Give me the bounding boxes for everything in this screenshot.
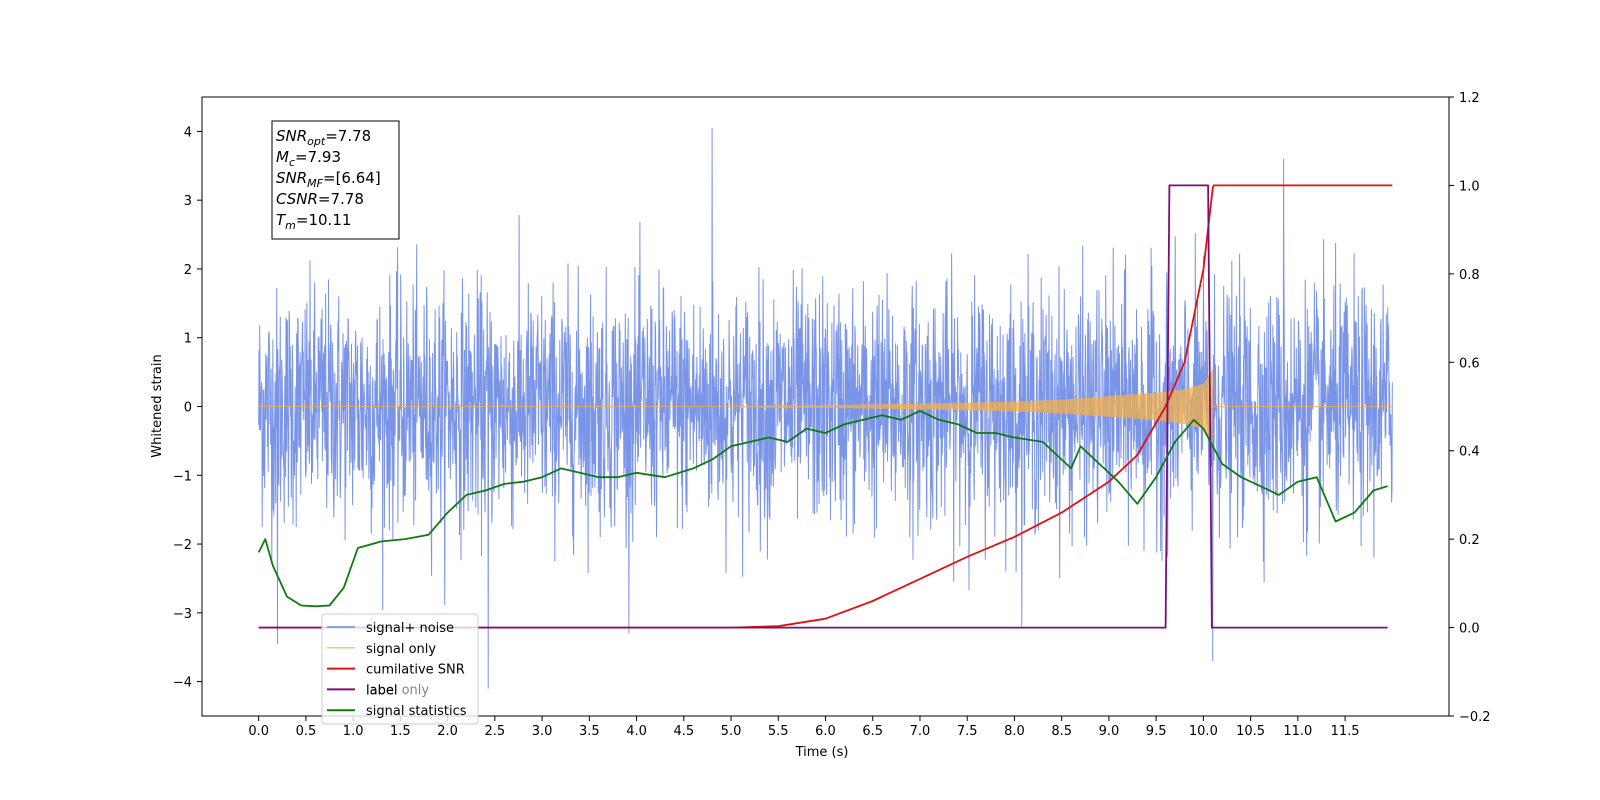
x-tick-label: 6.0	[815, 724, 836, 739]
x-tick-label: 7.5	[957, 724, 978, 739]
y-tick-label: −2	[173, 538, 192, 553]
legend-label: signal statistics	[366, 704, 467, 719]
info-line: Mc=7.93	[276, 148, 341, 169]
x-tick-label: 0.5	[296, 724, 317, 739]
y2-tick-label: 1.2	[1459, 91, 1480, 106]
x-tick-label: 6.5	[862, 724, 883, 739]
x-tick-label: 7.0	[910, 724, 931, 739]
x-tick-label: 2.5	[485, 724, 506, 739]
legend-label: signal+ noise	[366, 621, 454, 636]
y-tick-label: 1	[184, 332, 192, 347]
series-signal-statistics-line	[257, 410, 1388, 608]
x-tick-label: 10.0	[1189, 724, 1218, 739]
legend-ghost-label: label only	[366, 683, 429, 698]
y-tick-label: −1	[173, 469, 192, 484]
y2-tick-label: 0.8	[1459, 268, 1480, 283]
legend-label: label	[366, 683, 397, 698]
info-line: SNRopt=7.78	[276, 127, 371, 148]
x-tick-label: 8.5	[1051, 724, 1072, 739]
x-tick-label: 11.0	[1283, 724, 1312, 739]
y-tick-label: −3	[173, 607, 192, 622]
y2-tick-label: 1.0	[1459, 179, 1480, 194]
plot-area	[257, 127, 1393, 689]
legend: signal+ noise signal only cumilative SNR la…	[321, 613, 479, 725]
y-tick-label: 2	[184, 263, 192, 278]
x-axis: 0.0 0.5 1.0 1.5 2.0 2.5 3.0 3.5 4.0 4.5 5.0 5.5 6.0 6…	[248, 716, 1360, 739]
info-line: Tm=10.11	[276, 211, 351, 232]
x-tick-label: 5.5	[768, 724, 789, 739]
x-tick-label: 3.5	[579, 724, 600, 739]
x-tick-label: 9.5	[1146, 724, 1167, 739]
y-tick-label: −4	[173, 676, 192, 691]
y2-tick-label: 0.4	[1459, 445, 1480, 460]
x-tick-label: 1.5	[390, 724, 411, 739]
y-tick-label: 4	[184, 125, 192, 140]
y2-tick-label: 0.6	[1459, 356, 1480, 371]
x-tick-label: 5.0	[721, 724, 742, 739]
y2-tick-label: 0.2	[1459, 533, 1480, 548]
x-tick-label: 11.5	[1331, 724, 1360, 739]
x-tick-label: 10.5	[1236, 724, 1265, 739]
y-tick-label: 0	[184, 401, 192, 416]
series-cumulative-snr-line	[258, 184, 1393, 629]
x-tick-label: 3.0	[532, 724, 553, 739]
x-tick-label: 9.0	[1099, 724, 1120, 739]
x-tick-label: 4.5	[673, 724, 694, 739]
x-tick-label: 0.0	[248, 724, 269, 739]
y2-tick-label: −0.2	[1459, 710, 1491, 725]
y2-axis: 1.2 1.0 0.8 0.6 0.4 0.2 0.0 −0.2	[1449, 91, 1491, 725]
legend-label: signal only	[366, 642, 436, 657]
series-label-line	[258, 184, 1388, 629]
y-tick-label: 3	[184, 194, 192, 209]
info-line: CSNR=7.78	[276, 190, 364, 208]
x-tick-label: 4.0	[626, 724, 647, 739]
y-axis-label: Whitened strain	[150, 354, 165, 457]
x-tick-label: 2.0	[437, 724, 458, 739]
x-tick-label: 1.0	[343, 724, 364, 739]
info-line: SNRMF=[6.64]	[276, 169, 381, 190]
legend-label: cumilative SNR	[366, 663, 465, 678]
legend-frame	[321, 613, 479, 725]
info-box-frame	[271, 120, 400, 240]
y-axis: 4 3 2 1 0 −1 −2 −3 −4	[173, 125, 202, 691]
x-tick-label: 8.0	[1004, 724, 1025, 739]
x-axis-label: Time (s)	[795, 745, 849, 760]
y2-tick-label: 0.0	[1459, 622, 1480, 637]
series-signal-noise-line	[258, 127, 1393, 689]
